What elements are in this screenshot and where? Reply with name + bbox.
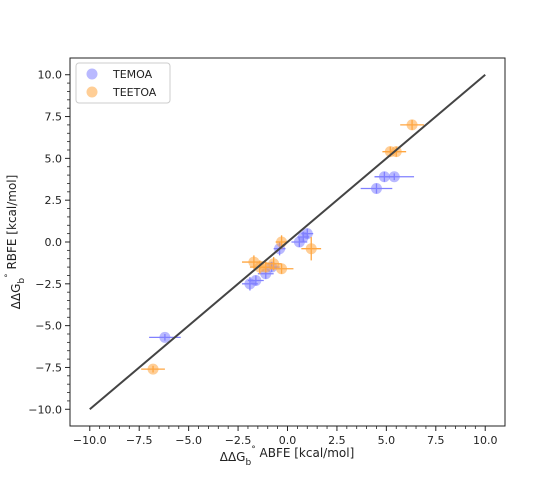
legend-box	[75, 62, 171, 104]
data-point	[250, 274, 262, 286]
x-tick-label: −5.0	[175, 434, 202, 447]
data-point	[268, 258, 280, 270]
x-tick-label: 7.5	[427, 434, 445, 447]
x-tick-label: 5.0	[378, 434, 396, 447]
x-tick-label: 10.0	[473, 434, 498, 447]
data-point	[305, 243, 317, 255]
y-tick-label: −7.5	[35, 361, 62, 374]
x-tick-label: 0.0	[279, 434, 297, 447]
legend-marker-teetoa	[86, 86, 98, 98]
data-point	[159, 331, 171, 343]
x-axis: −10.0 −7.5 −5.0 −2.5 0.0 2.5 5.0 7.5 10.0	[73, 426, 498, 447]
y-tick-label: 0.0	[45, 236, 63, 249]
y-axis: −10.0 −7.5 −5.0 −2.5 0.0 2.5 5.0 7.5 10.0	[28, 69, 70, 416]
y-tick-label: 7.5	[45, 111, 63, 124]
data-point	[388, 171, 400, 183]
x-tick-label: −2.5	[225, 434, 252, 447]
y-tick-label: 2.5	[45, 194, 63, 207]
legend-label-teetoa: TEETOA	[112, 86, 157, 99]
legend: TEMOA TEETOA	[75, 62, 171, 104]
x-tick-label: 2.5	[328, 434, 346, 447]
x-axis-label: ΔΔGb° ABFE [kcal/mol]	[220, 445, 355, 468]
y-axis-label: ΔΔGb° RBFE [kcal/mol]	[4, 175, 27, 310]
y-tick-label: 10.0	[38, 69, 63, 82]
data-point	[301, 228, 313, 240]
identity-line	[89, 73, 486, 411]
y-tick-label: 5.0	[45, 152, 63, 165]
data-point	[370, 182, 382, 194]
x-tick-label: −10.0	[73, 434, 107, 447]
plot-area	[69, 57, 506, 427]
x-tick-label: −7.5	[126, 434, 153, 447]
data-point	[147, 363, 159, 375]
y-tick-label: −2.5	[35, 278, 62, 291]
legend-marker-temoa	[86, 68, 98, 80]
data-point	[406, 119, 418, 131]
data-point	[276, 263, 288, 275]
y-tick-label: −10.0	[28, 403, 62, 416]
y-tick-label: −5.0	[35, 320, 62, 333]
legend-label-temoa: TEMOA	[112, 68, 153, 81]
